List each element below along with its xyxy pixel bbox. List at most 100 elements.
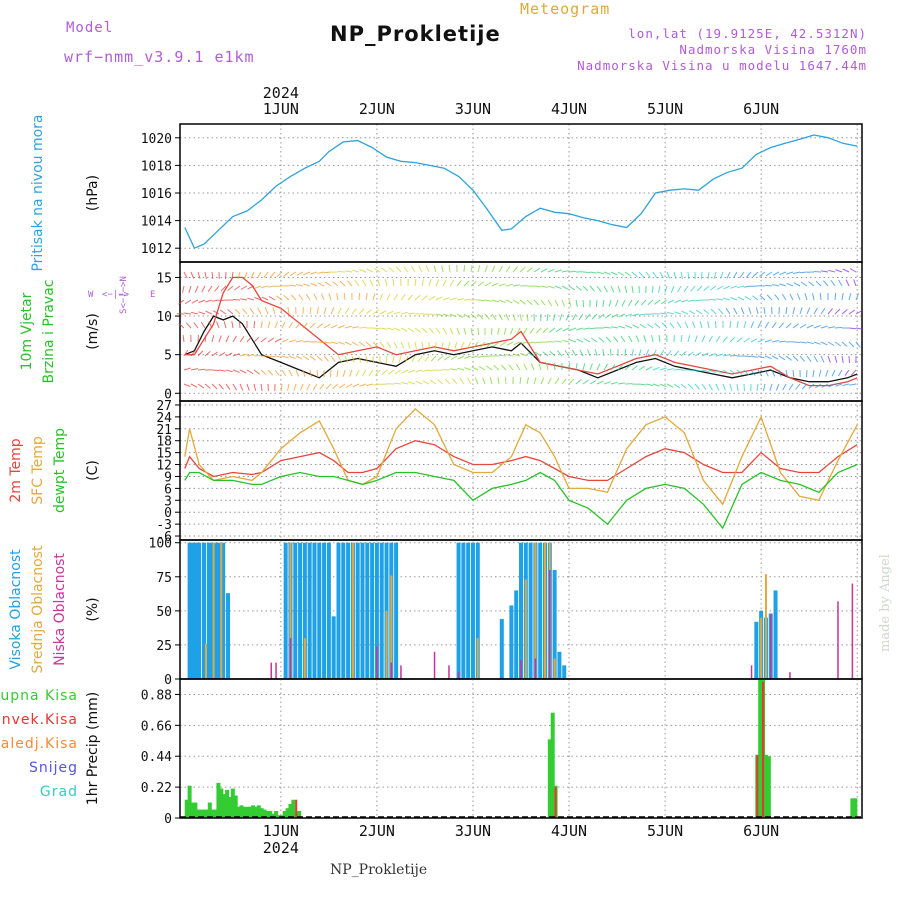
wind-barb xyxy=(407,312,415,315)
wind-barb xyxy=(463,264,465,273)
y-tick-label: 50 xyxy=(156,605,172,620)
wind-barb xyxy=(508,364,514,371)
direction-east-label: E xyxy=(150,290,155,300)
wind-barb xyxy=(561,299,566,307)
bar-ukupna-kisa xyxy=(763,754,768,818)
wind-barb xyxy=(696,285,703,292)
wind-barb xyxy=(594,349,598,357)
wind-barb xyxy=(309,355,316,361)
wind-barb xyxy=(484,355,493,357)
wind-barb xyxy=(589,285,595,292)
wind-barb xyxy=(552,313,556,321)
wind-barb xyxy=(603,326,612,329)
wind-barb xyxy=(568,362,570,371)
wind-barb xyxy=(205,310,213,315)
wind-barb xyxy=(506,341,514,346)
wind-barb xyxy=(589,363,593,371)
bar-niska-oblacnost xyxy=(789,672,791,679)
bar-visoka-oblacnost xyxy=(370,542,375,679)
wind-barb xyxy=(283,294,290,301)
wind-barb xyxy=(218,369,226,372)
wind-barb xyxy=(456,313,464,318)
wind-barb xyxy=(813,355,819,363)
wind-barb xyxy=(257,271,262,279)
wind-barb xyxy=(603,285,608,293)
wind-barb xyxy=(687,271,690,280)
wind-barb xyxy=(523,363,528,371)
wind-barb xyxy=(659,271,664,279)
wind-barb xyxy=(546,313,549,321)
wind-barb xyxy=(246,336,252,343)
wind-barb xyxy=(757,369,763,377)
bar-visoka-oblacnost xyxy=(470,542,475,679)
wind-barb xyxy=(444,355,451,361)
series-line-speed xyxy=(184,315,858,383)
wind-barb xyxy=(457,367,465,371)
wind-barb xyxy=(313,293,318,301)
wind-barb xyxy=(254,297,262,301)
wind-barb xyxy=(225,369,233,373)
wind-barb xyxy=(764,355,772,360)
wind-barb xyxy=(191,299,199,304)
wind-barb xyxy=(680,383,687,389)
wind-barb xyxy=(373,268,381,273)
bar-visoka-oblacnost xyxy=(379,542,384,679)
wind-barb xyxy=(452,378,458,385)
wind-barb xyxy=(779,283,787,287)
bar-srednja-oblacnost xyxy=(524,579,527,679)
panel-frame xyxy=(179,123,863,263)
wind-barb xyxy=(227,309,234,315)
wind-barb xyxy=(457,355,465,360)
top-x-tick-label: 5JUN xyxy=(647,100,683,118)
wind-barb xyxy=(312,383,318,391)
wind-barb xyxy=(795,383,801,390)
bar-visoka-oblacnost xyxy=(206,542,211,679)
wind-barb xyxy=(740,307,745,315)
wind-barb xyxy=(295,322,301,329)
wind-barb xyxy=(404,355,409,363)
wind-barb xyxy=(683,285,689,293)
wind-barb xyxy=(198,299,206,304)
wind-barb xyxy=(785,307,788,315)
wind-barb xyxy=(429,379,437,385)
wind-barb xyxy=(575,285,582,291)
wind-barb xyxy=(372,293,376,301)
wind-barb xyxy=(708,298,717,301)
wind-barb xyxy=(631,271,638,277)
wind-barb xyxy=(386,327,394,331)
wind-barb xyxy=(316,307,320,315)
wind-barb xyxy=(218,335,222,343)
wind-barb xyxy=(624,348,627,357)
wind-barb xyxy=(666,368,674,371)
wind-barb xyxy=(205,299,213,303)
bar-srednja-oblacnost xyxy=(289,542,292,679)
wind-barb xyxy=(763,383,766,391)
wind-barb xyxy=(771,355,779,360)
wind-barb xyxy=(764,339,772,343)
wind-barb xyxy=(345,270,353,273)
wind-barb xyxy=(793,271,801,274)
wind-barb xyxy=(708,369,716,373)
bottom-x-tick-label: 2JUN xyxy=(359,822,395,840)
wind-barb xyxy=(491,265,496,273)
wind-barb xyxy=(201,285,206,293)
wind-barb xyxy=(549,350,556,357)
footer-station: NP_Prokletije xyxy=(330,862,428,878)
wind-barb xyxy=(268,295,276,301)
wind-barb xyxy=(830,280,836,287)
y-tick-label: 6 xyxy=(164,482,172,497)
wind-barb xyxy=(775,383,780,391)
wind-barb xyxy=(351,341,359,346)
wind-barb xyxy=(718,308,724,315)
wind-barb xyxy=(456,327,460,335)
bar-srednja-oblacnost xyxy=(476,638,479,679)
wind-barb xyxy=(505,266,511,273)
wind-barb xyxy=(325,383,332,390)
wind-barb xyxy=(842,383,850,387)
bar-visoka-oblacnost xyxy=(307,542,312,679)
wind-barb xyxy=(701,271,703,280)
wind-barb xyxy=(771,340,779,343)
wind-barb xyxy=(234,285,241,291)
wind-barb xyxy=(820,325,828,329)
